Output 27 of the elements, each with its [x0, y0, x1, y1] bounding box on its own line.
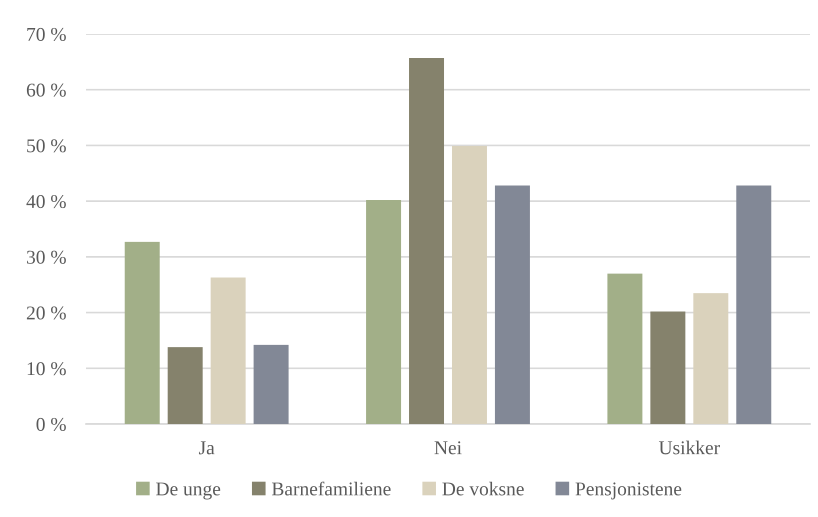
x-tick-label: Usikker [658, 440, 720, 454]
legend-label: De voksne [442, 482, 524, 496]
bar [693, 293, 728, 424]
bar [452, 146, 487, 424]
bar [409, 58, 444, 424]
legend-label: Barnefamiliene [272, 482, 391, 496]
y-tick-label: 30 % [26, 250, 66, 264]
bar [736, 186, 772, 424]
y-tick-label: 70 % [27, 28, 66, 41]
legend-label: Pensjonistene [576, 482, 682, 500]
bar [607, 274, 642, 424]
bar [366, 200, 402, 424]
y-tick-label: 10 % [28, 362, 66, 376]
y-tick-label: 20 % [26, 306, 66, 320]
y-tick-label: 40 % [26, 194, 66, 208]
bar [254, 344, 289, 424]
bar [650, 311, 686, 424]
y-tick-label: 50 % [27, 139, 66, 152]
bar [210, 277, 246, 424]
y-tick-label: 60 % [26, 84, 66, 97]
x-tick-label: Ja [198, 441, 214, 454]
legend-label: De unge [156, 482, 220, 500]
bar [168, 347, 203, 424]
bar [124, 242, 160, 424]
y-tick-label: 0 % [36, 418, 66, 431]
x-tick-label: Nei [434, 441, 462, 454]
bar [494, 186, 530, 424]
